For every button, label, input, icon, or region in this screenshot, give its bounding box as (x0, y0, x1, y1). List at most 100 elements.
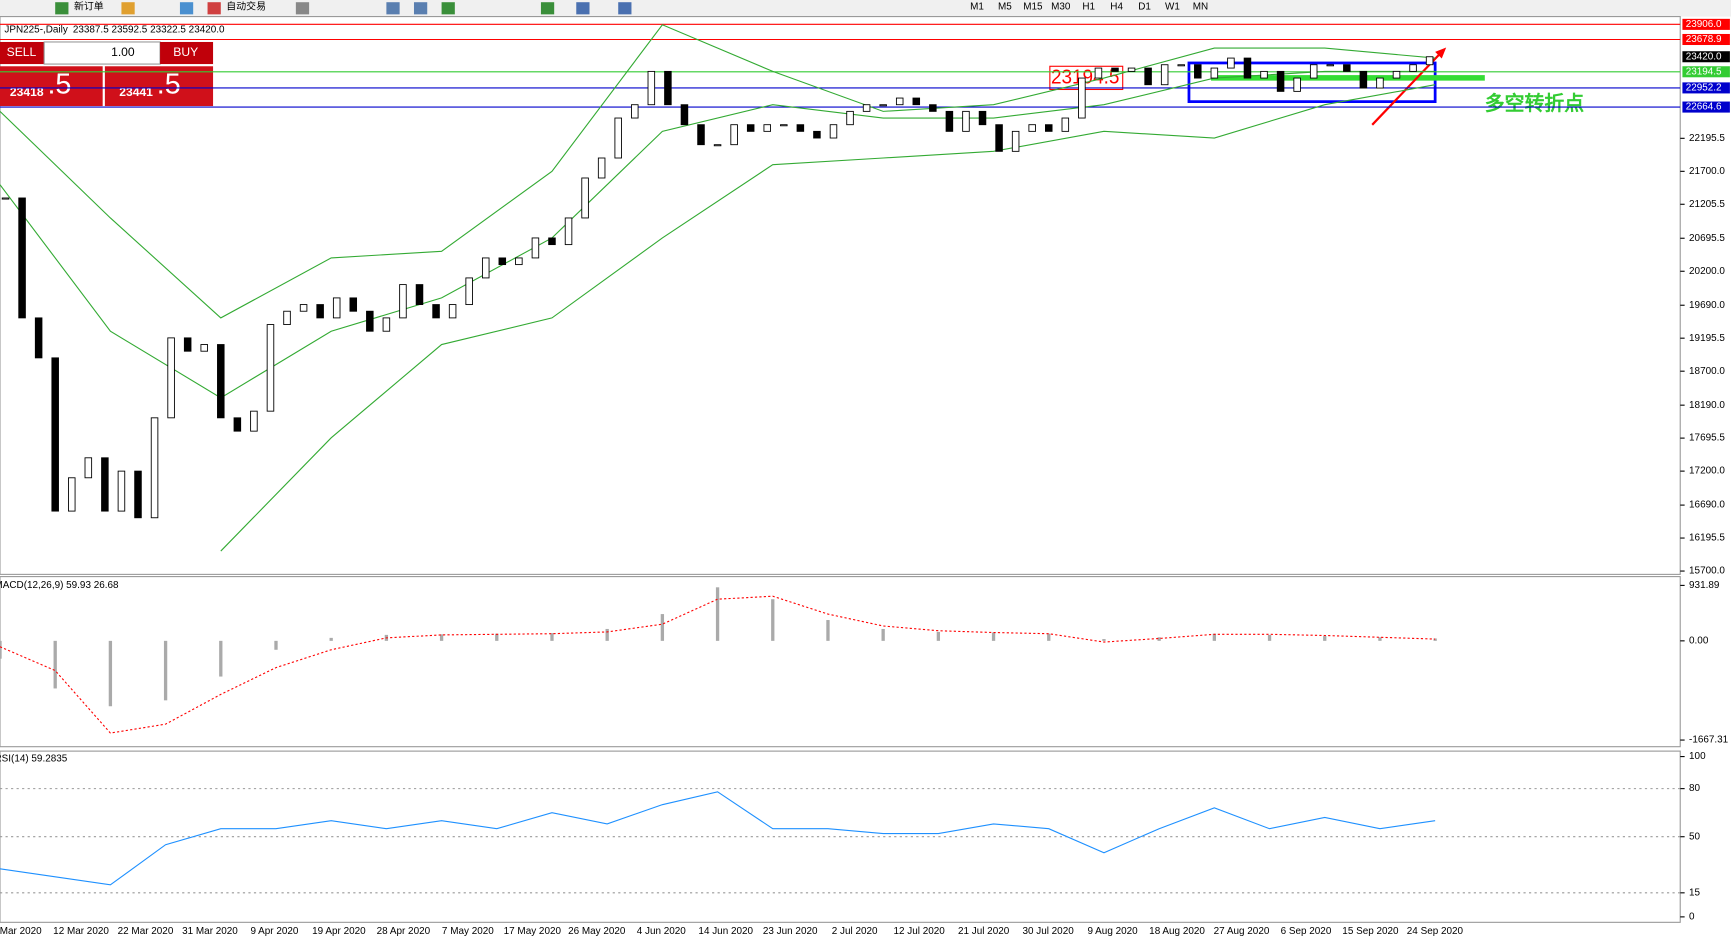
candle (1359, 70, 1368, 89)
y-tick-label: -1667.31 (1689, 735, 1729, 746)
x-tick-label: 23 Jun 2020 (763, 926, 818, 937)
candle (1343, 64, 1351, 72)
timeframe[interactable]: M30 (1051, 1, 1071, 12)
candle (862, 104, 871, 112)
candle (1243, 57, 1252, 79)
candle (1260, 70, 1268, 79)
candle (945, 110, 954, 132)
level-label: 23678.9 (1686, 34, 1722, 45)
timeframe[interactable]: M1 (970, 1, 984, 12)
candle (117, 470, 126, 512)
level-label: 23906.0 (1686, 19, 1722, 30)
sell-price-pips[interactable]: .5 (47, 69, 71, 101)
candle (1227, 57, 1235, 69)
template-icon[interactable] (618, 2, 632, 15)
candle (34, 317, 43, 359)
zoom-icon[interactable] (386, 2, 400, 15)
buy-label[interactable]: BUY (173, 45, 198, 59)
ohlc: 23387.5 23592.5 23322.5 23420.0 (73, 24, 225, 35)
tool-icon[interactable] (441, 2, 455, 15)
period-icon[interactable] (576, 2, 590, 15)
y-tick-label: 16195.5 (1689, 533, 1725, 544)
candle (1078, 77, 1086, 119)
level-tag (1682, 18, 1730, 30)
level-label: 23194.5 (1686, 66, 1722, 77)
x-tick-label: 28 Apr 2020 (377, 926, 431, 937)
y-tick-label: 0 (1689, 911, 1695, 922)
y-tick-label: 15700.0 (1689, 566, 1725, 577)
candle (1045, 124, 1053, 132)
candle (1276, 70, 1285, 92)
candle (796, 124, 805, 132)
candle (978, 110, 987, 126)
candle (813, 130, 821, 139)
candle (366, 310, 374, 332)
zoom-icon[interactable] (413, 2, 428, 15)
candle (432, 304, 440, 319)
buy-price-box[interactable] (104, 66, 214, 107)
candle (448, 304, 457, 319)
timeframe[interactable]: D1 (1138, 1, 1151, 12)
candle (1293, 77, 1301, 92)
volume[interactable]: 1.00 (111, 45, 135, 59)
candle (631, 104, 639, 119)
range-box (1187, 61, 1437, 104)
candle (1028, 124, 1036, 132)
x-tick-label: 6 Sep 2020 (1281, 926, 1332, 937)
buy-button[interactable] (160, 41, 214, 65)
indicator-icon[interactable] (540, 2, 555, 15)
candle (150, 417, 159, 519)
candle (581, 177, 589, 219)
timeframe[interactable]: MN (1193, 1, 1208, 12)
buy-price[interactable]: 23441 (119, 85, 153, 99)
timeframe[interactable]: H1 (1082, 1, 1095, 12)
new-order-icon[interactable] (55, 2, 69, 15)
candle (1127, 67, 1136, 72)
candle (829, 124, 838, 139)
x-tick-label: 31 Mar 2020 (182, 926, 238, 937)
level-tag (1682, 101, 1730, 113)
pivot-label: 多空转折点 (1485, 92, 1584, 115)
x-tick-label: 9 Apr 2020 (250, 926, 298, 937)
candle (746, 124, 755, 132)
timeframe[interactable]: M5 (998, 1, 1012, 12)
candle (614, 117, 622, 159)
timeframe[interactable]: M15 (1023, 1, 1043, 12)
bollinger-band (0, 70, 1436, 399)
y-tick-label: 20695.5 (1689, 233, 1725, 244)
buy-price-pips[interactable]: .5 (157, 69, 181, 101)
candle (51, 357, 59, 512)
trade-panel: SELL 1.00 BUY 23418 .5 23441 .5 (0, 41, 214, 107)
rsi-line (0, 791, 1436, 886)
timeframe[interactable]: W1 (1165, 1, 1180, 12)
candle (415, 284, 424, 306)
candle (597, 157, 606, 179)
arrow-head (1435, 47, 1447, 59)
auto-trading[interactable]: 自动交易 (226, 0, 266, 12)
toolbar (0, 0, 1731, 17)
tool-icon[interactable] (121, 2, 135, 15)
candle (780, 124, 788, 127)
sell-button[interactable] (0, 41, 45, 65)
tool-icon[interactable] (295, 2, 310, 15)
candle (1425, 56, 1434, 66)
candle (664, 70, 672, 106)
timeframe[interactable]: H4 (1110, 1, 1123, 12)
x-tick-label: 15 Sep 2020 (1342, 926, 1399, 937)
candle (217, 344, 225, 419)
y-tick-label: 22195.5 (1689, 133, 1725, 144)
sell-price[interactable]: 23418 (10, 85, 44, 99)
tool-icon[interactable] (179, 2, 194, 15)
level-tag (1682, 33, 1730, 46)
y-tick-label: 17695.5 (1689, 433, 1725, 444)
candle (200, 344, 208, 352)
x-tick-label: 4 Jun 2020 (637, 926, 687, 937)
candle (101, 457, 109, 512)
new-order[interactable]: 新订单 (74, 0, 104, 12)
sell-label[interactable]: SELL (7, 45, 37, 59)
candle (283, 310, 291, 325)
sell-price-box[interactable] (0, 66, 103, 107)
volume-input[interactable] (43, 41, 161, 65)
auto-icon[interactable] (207, 2, 221, 15)
